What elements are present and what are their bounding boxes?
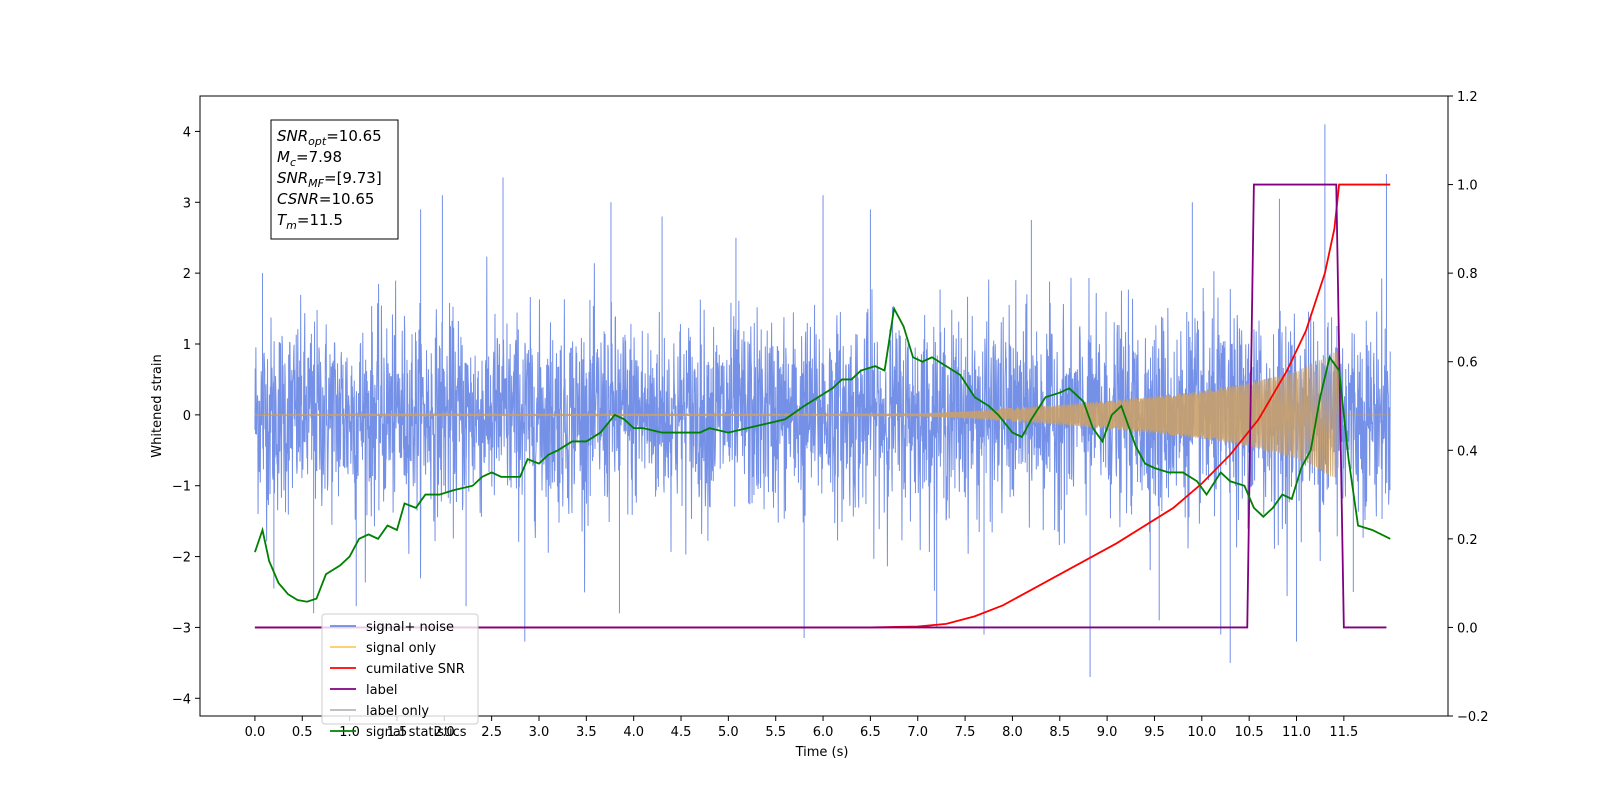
y-left-tick-label: 0	[183, 409, 191, 424]
x-tick-label: 11.5	[1329, 725, 1358, 740]
series-signal-only	[254, 351, 1392, 479]
info-box: SNRopt=10.65Mc=7.98SNRMF=[9.73]CSNR=10.6…	[270, 119, 399, 240]
y-right-tick-label: 0.4	[1457, 444, 1478, 459]
x-tick-label: 5.5	[765, 725, 786, 740]
x-tick-label: 6.0	[813, 725, 834, 740]
info-box-line: Mc=7.98	[277, 148, 342, 169]
y-right-tick-label: 0.6	[1457, 356, 1478, 371]
y-right-tick-label: 1.0	[1457, 179, 1478, 194]
series-signal-statistics	[254, 305, 1391, 603]
legend-label: signal+ noise	[366, 620, 454, 635]
y-left-tick-label: −2	[172, 551, 191, 566]
y-right-tick-label: 1.2	[1457, 90, 1478, 105]
x-tick-label: 2.0	[434, 725, 455, 740]
x-tick-label: 8.5	[1049, 725, 1070, 740]
legend-label: cumilative SNR	[366, 662, 465, 677]
y-left-tick-label: 1	[183, 338, 191, 353]
y-right-tick-label: 0.8	[1457, 267, 1478, 282]
series-cumulative-snr	[254, 183, 1391, 629]
y-left-tick-label: 3	[183, 196, 191, 211]
legend-label: label only	[366, 704, 429, 719]
legend-label: signal only	[366, 641, 436, 656]
y-left-tick-label: −1	[172, 480, 191, 495]
x-tick-label: 3.5	[576, 725, 597, 740]
x-tick-label: 1.5	[387, 725, 408, 740]
x-tick-label: 9.0	[1097, 725, 1118, 740]
legend-label: signal statistics	[366, 725, 467, 740]
x-tick-label: 4.0	[623, 725, 644, 740]
x-tick-label: 5.0	[718, 725, 739, 740]
y-right-tick-label: −0.2	[1457, 710, 1489, 725]
y-right-tick-label: 0.2	[1457, 533, 1478, 548]
x-tick-label: 4.5	[671, 725, 692, 740]
x-tick-label: 8.0	[1002, 725, 1023, 740]
y-axis-left: −4 −3 −2 −1 0 1 2 3 4	[172, 125, 200, 707]
x-tick-label: 1.0	[339, 725, 360, 740]
legend-label: label	[366, 683, 397, 698]
y-axis-left-label: Whitened strain	[150, 354, 165, 457]
x-tick-label: 6.5	[860, 725, 881, 740]
info-box-line: Tm=11.5	[277, 211, 343, 232]
x-tick-label: 11.0	[1282, 725, 1311, 740]
x-axis-label: Time (s)	[795, 745, 849, 760]
x-tick-label: 10.5	[1235, 725, 1264, 740]
x-tick-label: 7.5	[955, 725, 976, 740]
y-left-tick-label: 2	[183, 267, 191, 282]
info-box-line: SNRMF=[9.73]	[277, 169, 382, 190]
y-left-tick-label: 4	[183, 125, 191, 140]
x-tick-label: 9.5	[1144, 725, 1165, 740]
plot-frame	[199, 95, 1449, 717]
y-left-tick-label: −4	[172, 692, 191, 707]
plot-area	[254, 124, 1392, 678]
x-tick-label: 2.5	[481, 725, 502, 740]
info-box-line: SNRopt=10.65	[277, 127, 382, 148]
legend-frame	[321, 613, 479, 725]
x-tick-label: 7.0	[907, 725, 928, 740]
x-tick-label: 3.0	[529, 725, 550, 740]
legend: signal+ noise signal only cumilative SNR la…	[321, 613, 479, 740]
series-label	[254, 183, 1387, 629]
y-right-tick-label: 0.0	[1457, 621, 1478, 636]
series-signal-plus-noise	[254, 124, 1391, 678]
x-tick-label: 10.0	[1187, 725, 1216, 740]
info-box-frame	[270, 119, 399, 240]
x-axis: 0.0 0.5 1.0 1.5 2.0 2.5 3.0 3.5 4.0 4.5 5.0 5.5 6.0 6…	[245, 716, 1358, 740]
y-left-tick-label: −3	[172, 621, 191, 636]
info-box-line: CSNR=10.65	[277, 190, 374, 208]
x-tick-label: 0.0	[245, 725, 266, 740]
x-tick-label: 0.5	[292, 725, 313, 740]
y-axis-right: −0.2 0.0 0.2 0.4 0.6 0.8 1.0 1.2	[1448, 90, 1489, 725]
